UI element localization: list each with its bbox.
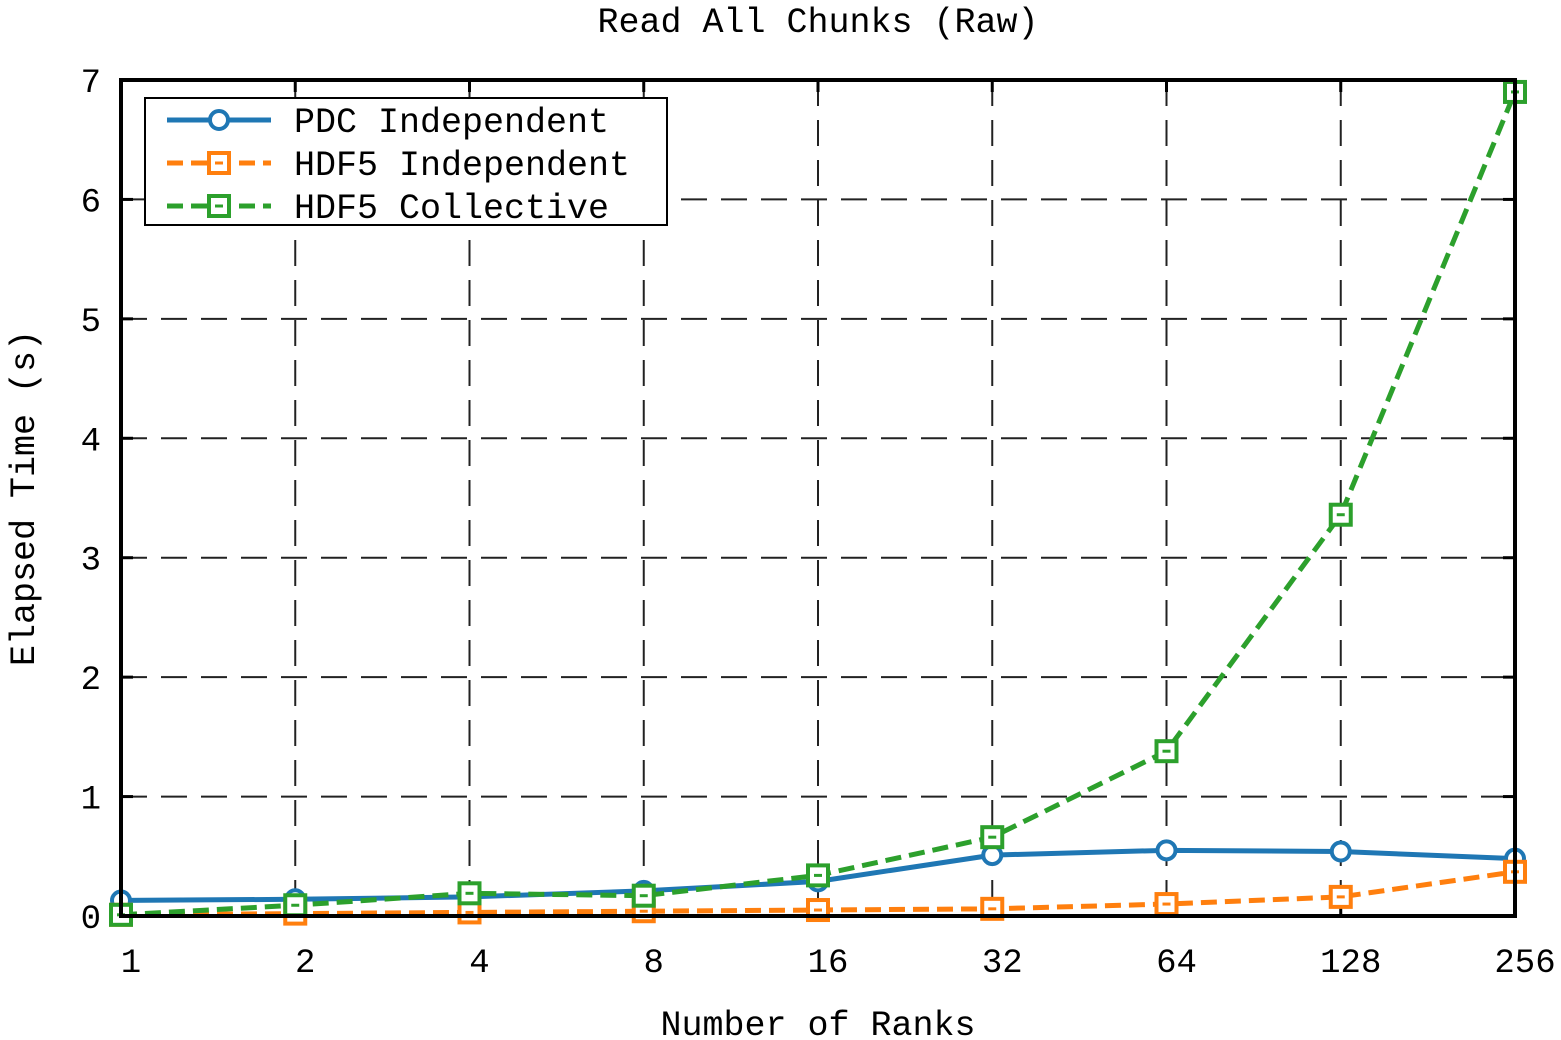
data-point <box>283 893 308 918</box>
data-point <box>631 883 656 908</box>
x-tick-label: 4 <box>469 945 489 983</box>
data-point <box>980 825 1005 850</box>
y-tick-label: 5 <box>81 304 101 342</box>
x-tick-label: 32 <box>982 945 1023 983</box>
data-point <box>1154 739 1179 764</box>
y-tick-label: 3 <box>81 543 101 581</box>
x-tick-label: 2 <box>295 945 315 983</box>
data-point <box>1328 884 1353 909</box>
legend-swatch-marker <box>207 151 231 175</box>
x-tick-label: 128 <box>1320 945 1381 983</box>
x-tick-label: 1 <box>121 945 141 983</box>
y-tick-label: 1 <box>81 782 101 820</box>
legend-entry-label: PDC Independent <box>294 103 609 143</box>
y-tick-label: 0 <box>81 901 101 939</box>
y-axis-label: Elapsed Time (s) <box>5 330 45 666</box>
x-tick-label: 16 <box>808 945 849 983</box>
data-point <box>806 863 830 888</box>
data-point <box>980 896 1005 921</box>
y-tick-label: 7 <box>81 65 101 103</box>
x-axis-label: Number of Ranks <box>660 1006 975 1040</box>
legend-entry-label: HDF5 Collective <box>294 189 609 229</box>
data-point <box>1329 840 1352 863</box>
x-tick-label: 8 <box>644 945 664 983</box>
data-point <box>457 881 482 906</box>
legend-entry-label: HDF5 Independent <box>294 146 630 186</box>
x-tick-label: 256 <box>1494 945 1555 983</box>
data-point <box>1328 502 1353 527</box>
chart-title: Read All Chunks (Raw) <box>597 3 1038 43</box>
y-tick-label: 6 <box>81 184 101 222</box>
data-point <box>1154 892 1179 917</box>
legend-swatch-marker <box>207 194 231 218</box>
x-tick-label: 64 <box>1156 945 1197 983</box>
plot-frame <box>119 78 1517 918</box>
legend-swatch-marker <box>208 109 230 131</box>
y-tick-label: 4 <box>81 423 101 461</box>
data-point <box>457 900 482 925</box>
y-tick-label: 2 <box>81 662 101 700</box>
data-point <box>1155 839 1178 862</box>
